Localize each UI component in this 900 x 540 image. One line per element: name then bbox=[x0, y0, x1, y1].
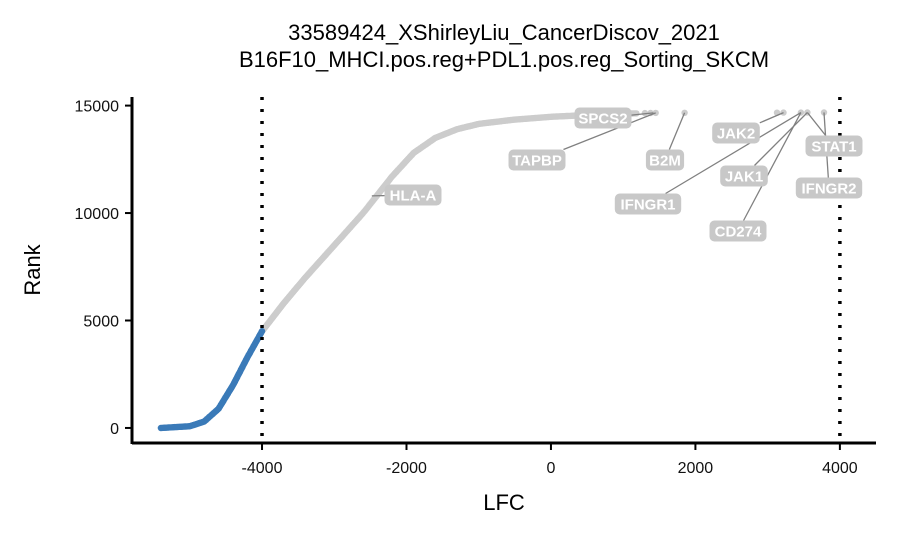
x-tick-label: 2000 bbox=[678, 460, 714, 477]
y-tick-label: 0 bbox=[110, 421, 119, 438]
label-connector bbox=[754, 112, 808, 166]
gene-label-hla-a: HLA-A bbox=[384, 184, 442, 206]
highlighted-points bbox=[157, 328, 266, 432]
gene-label-cd274: CD274 bbox=[709, 220, 767, 242]
gene-label-text: STAT1 bbox=[811, 139, 856, 156]
gene-label-box bbox=[614, 193, 682, 215]
x-axis-title: LFC bbox=[483, 490, 525, 515]
gene-label-text: CD274 bbox=[715, 224, 762, 241]
gene-label-jak2: JAK2 bbox=[712, 122, 760, 144]
gene-label-box bbox=[508, 149, 566, 171]
data-point bbox=[633, 110, 640, 117]
y-tick-label: 5000 bbox=[83, 314, 119, 331]
label-connector bbox=[743, 112, 802, 221]
chart-title: 33589424_XShirleyLiu_CancerDiscov_2021 bbox=[288, 20, 720, 45]
data-point bbox=[641, 109, 649, 117]
gene-label-stat1: STAT1 bbox=[805, 135, 863, 157]
y-axis-ticks: 0 5000 10000 15000 bbox=[75, 99, 132, 438]
gene-label-text: B2M bbox=[649, 153, 681, 170]
gene-label-box bbox=[795, 177, 863, 199]
gene-label-box bbox=[574, 107, 632, 129]
gene-label-text: TAPBP bbox=[512, 153, 562, 170]
label-connector bbox=[759, 112, 784, 124]
highlight-point bbox=[258, 328, 266, 335]
gene-label-text: IFNGR1 bbox=[620, 197, 675, 214]
chart-subtitle: B16F10_MHCI.pos.reg+PDL1.pos.reg_Sorting… bbox=[239, 47, 769, 72]
gene-label-box bbox=[712, 122, 760, 144]
label-connector bbox=[806, 112, 827, 136]
y-tick-label: 10000 bbox=[75, 206, 120, 223]
label-connector bbox=[668, 112, 686, 150]
data-point bbox=[681, 109, 688, 117]
gene-label-box bbox=[805, 135, 863, 157]
gene-label-text: SPCS2 bbox=[578, 111, 627, 128]
threshold-lines bbox=[260, 97, 842, 443]
gene-label-spcs2: SPCS2 bbox=[574, 107, 632, 129]
gene-label-ifngr2: IFNGR2 bbox=[795, 177, 863, 199]
x-axis-ticks: -4000 -2000 0 2000 4000 bbox=[242, 443, 858, 477]
x-tick-label: -2000 bbox=[386, 460, 427, 477]
x-tick-label: 0 bbox=[546, 460, 555, 477]
gene-label-tapbp: TAPBP bbox=[508, 149, 566, 171]
label-connector bbox=[665, 112, 802, 195]
label-connector bbox=[563, 112, 656, 151]
gene-label-jak1: JAK1 bbox=[720, 165, 768, 187]
data-point bbox=[652, 109, 659, 117]
y-axis-title: Rank bbox=[20, 243, 45, 295]
gene-label-box bbox=[384, 184, 442, 206]
gene-label-box bbox=[709, 220, 767, 242]
x-tick-label: 4000 bbox=[822, 460, 858, 477]
gene-label-text: JAK1 bbox=[725, 169, 763, 186]
gene-label-text: JAK2 bbox=[717, 126, 755, 143]
gene-label-b2m: B2M bbox=[645, 149, 685, 171]
y-tick-label: 15000 bbox=[75, 99, 120, 116]
gene-label-text: IFNGR2 bbox=[801, 181, 856, 198]
label-connector bbox=[631, 112, 654, 116]
background-points bbox=[259, 109, 828, 334]
gene-label-text: HLA-A bbox=[390, 188, 437, 205]
gene-labels: SPCS2 TAPBP B2M JAK2 IFNGR1 JAK1 CD274 STAT1 IFN… bbox=[384, 107, 863, 242]
label-connectors bbox=[371, 112, 829, 221]
gene-label-box bbox=[645, 149, 685, 171]
gene-label-ifngr1: IFNGR1 bbox=[614, 193, 682, 215]
x-tick-label: -4000 bbox=[242, 460, 283, 477]
gene-label-box bbox=[720, 165, 768, 187]
